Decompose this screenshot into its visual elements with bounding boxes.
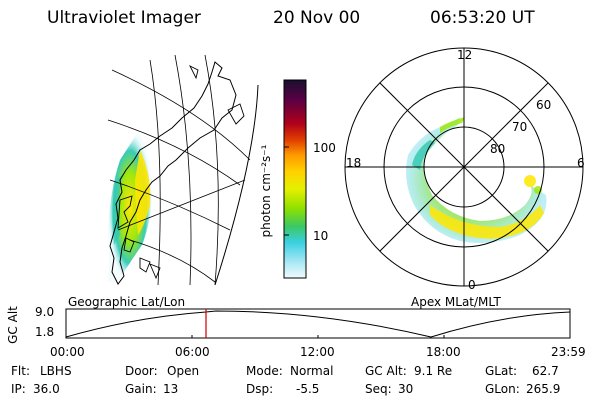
colorbar-label: photon cm⁻²s⁻¹ — [259, 144, 273, 238]
apex-panel-label: Apex MLat/MLT — [411, 295, 501, 309]
status-seq-label: Seq: — [365, 382, 392, 396]
timeline-x-tick-0600: 06:00 — [175, 345, 210, 359]
lat-label-80: 80 — [490, 142, 506, 156]
geographic-panel-label: Geographic Lat/Lon — [68, 295, 186, 309]
timeline-y-tick-bottom: 1.8 — [35, 325, 55, 339]
status-door-label: Door: — [125, 364, 158, 378]
status-filter-value: LBHS — [40, 364, 72, 378]
status-gcalt-value: 9.1 Re — [414, 364, 453, 378]
lat-label-70: 70 — [512, 120, 528, 134]
instrument-title: Ultraviolet Imager — [47, 8, 201, 28]
colorbar-tick-100: 100 — [313, 141, 336, 155]
status-mode-value: Normal — [290, 364, 334, 378]
status-ip-label: IP: — [11, 382, 26, 396]
status-mode-label: Mode: — [246, 364, 283, 378]
mlt-label-18: 18 — [346, 156, 362, 170]
colorbar-tick-10: 10 — [313, 229, 329, 243]
status-glon-label: GLon: — [485, 382, 520, 396]
timeline-x-tick-1800: 18:00 — [426, 345, 461, 359]
status-glat-label: GLat: — [485, 364, 518, 378]
status-dsp-label: Dsp: — [246, 382, 274, 396]
intensity-colorbar — [283, 79, 307, 279]
timeline-y-tick-top: 9.0 — [35, 305, 55, 319]
status-gcalt-label: GC Alt: — [365, 364, 407, 378]
timeline-axis-label: GC Alt — [5, 306, 20, 344]
status-ip-value: 36.0 — [33, 382, 60, 396]
mlt-label-0: 0 — [468, 278, 476, 292]
timeline-x-tick-1200: 12:00 — [300, 345, 335, 359]
timeline-x-tick-2359: 23:59 — [551, 345, 586, 359]
status-glon-value: 265.9 — [526, 382, 561, 396]
mlt-label-12: 12 — [457, 48, 473, 62]
status-door-value: Open — [167, 364, 200, 378]
timeline-x-tick-0000: 00:00 — [50, 345, 85, 359]
lat-label-60: 60 — [536, 98, 552, 112]
status-gain-value: 13 — [163, 382, 179, 396]
mlt-label-6: 6 — [577, 156, 585, 170]
altitude-timeline — [65, 308, 571, 339]
observation-date: 20 Nov 00 — [273, 8, 361, 28]
status-glat-value: 62.7 — [532, 364, 559, 378]
observation-time: 06:53:20 UT — [430, 8, 535, 28]
status-seq-value: 30 — [398, 382, 414, 396]
status-filter-label: Flt: — [11, 364, 30, 378]
status-gain-label: Gain: — [125, 382, 157, 396]
status-dsp-value: -5.5 — [296, 382, 320, 396]
polar-plot — [344, 47, 584, 287]
